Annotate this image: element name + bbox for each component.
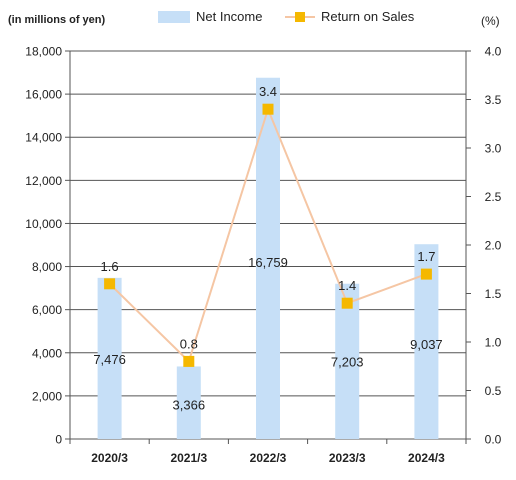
marker-return-on-sales [183, 355, 195, 367]
line-data-label: 1.4 [338, 278, 356, 293]
left-tick-label: 6,000 [32, 303, 62, 317]
left-tick-label: 4,000 [32, 346, 62, 360]
left-tick-label: 12,000 [25, 174, 62, 188]
right-tick-label: 2.0 [485, 239, 502, 253]
x-tick-label: 2021/3 [170, 451, 207, 465]
bar-data-label: 16,759 [248, 255, 288, 270]
left-tick-label: 18,000 [25, 45, 62, 59]
bar-data-label: 7,203 [331, 354, 364, 369]
legend-label-return-on-sales: Return on Sales [321, 9, 415, 24]
right-tick-label: 1.5 [485, 287, 502, 301]
right-tick-label: 0.0 [485, 433, 502, 447]
bar-net-income [335, 283, 360, 439]
left-tick-label: 16,000 [25, 88, 62, 102]
bar-data-label: 9,037 [410, 337, 443, 352]
x-tick-label: 2024/3 [408, 451, 445, 465]
x-tick-label: 2023/3 [329, 451, 366, 465]
chart-legend: Net Income Return on Sales [0, 9, 516, 29]
legend-item-net-income: Net Income [158, 9, 262, 24]
bar-data-label: 3,366 [173, 398, 206, 413]
line-data-label: 3.4 [259, 84, 277, 99]
line-data-label: 1.7 [417, 249, 435, 264]
left-tick-label: 8,000 [32, 260, 62, 274]
left-tick-label: 2,000 [32, 389, 62, 403]
right-tick-label: 4.0 [485, 45, 502, 59]
right-axis-unit: (%) [481, 14, 500, 28]
legend-swatch-line [285, 11, 315, 23]
legend-label-net-income: Net Income [196, 9, 263, 24]
x-tick-label: 2020/3 [91, 451, 128, 465]
marker-return-on-sales [104, 278, 116, 290]
legend-swatch-bar [158, 10, 190, 23]
right-tick-label: 1.0 [485, 336, 502, 350]
line-data-label: 0.8 [180, 336, 198, 351]
left-tick-label: 0 [55, 433, 62, 447]
x-tick-label: 2022/3 [250, 451, 287, 465]
line-data-label: 1.6 [101, 259, 119, 274]
marker-return-on-sales [341, 297, 353, 309]
right-tick-label: 3.5 [485, 93, 502, 107]
bar-data-label: 7,476 [93, 352, 126, 367]
left-tick-label: 10,000 [25, 217, 62, 231]
right-tick-label: 3.0 [485, 142, 502, 156]
left-tick-label: 14,000 [25, 131, 62, 145]
right-tick-label: 2.5 [485, 190, 502, 204]
marker-return-on-sales [420, 268, 432, 280]
legend-item-return-on-sales: Return on Sales [285, 9, 414, 24]
marker-return-on-sales [262, 103, 274, 115]
left-axis-unit: (in millions of yen) [8, 14, 106, 26]
bar-net-income [97, 277, 122, 439]
bar-net-income [176, 366, 201, 439]
right-tick-label: 0.5 [485, 384, 502, 398]
